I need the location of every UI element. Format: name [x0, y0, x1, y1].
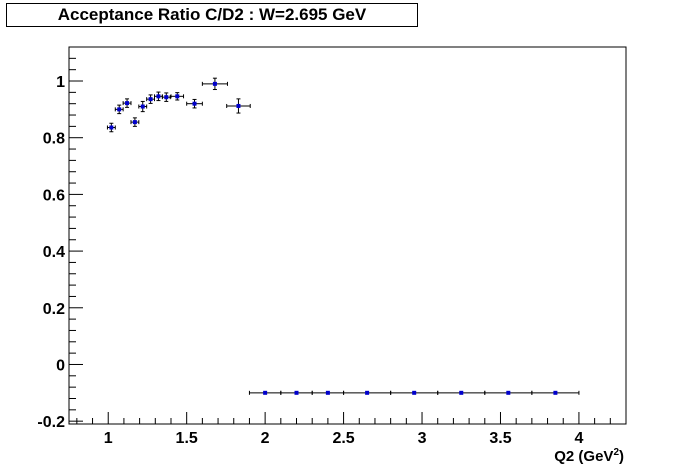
data-marker	[156, 94, 161, 99]
data-marker	[192, 101, 197, 106]
x-tick-label: 2.5	[332, 430, 354, 447]
data-marker	[125, 101, 130, 106]
chart-title: Acceptance Ratio C/D2 : W=2.695 GeV	[57, 5, 367, 24]
data-point	[130, 117, 140, 127]
x-axis-ticks: 1 1.5 2 2.5 3 3.5 4	[76, 412, 611, 447]
y-tick-label: 0.2	[43, 301, 65, 318]
data-point	[343, 390, 392, 395]
data-point	[114, 104, 124, 115]
chart-title-box: Acceptance Ratio C/D2 : W=2.695 GeV	[6, 3, 418, 27]
y-axis-ticks: -0.2 0 0.2 0.4 0.6 0.8 1	[37, 57, 83, 431]
y-tick-label: 1	[56, 74, 65, 91]
x-tick-label: 1	[104, 430, 113, 447]
y-tick-label: 0.6	[43, 187, 65, 204]
data-marker	[175, 94, 180, 99]
data-marker	[109, 125, 114, 130]
data-marker	[325, 390, 330, 395]
x-tick-label: 1.5	[176, 430, 198, 447]
x-tick-label: 3	[418, 430, 427, 447]
data-marker	[212, 81, 217, 86]
x-axis-title: Q2 (GeV2)	[554, 447, 624, 465]
data-point	[437, 390, 486, 395]
data-point	[280, 390, 313, 395]
data-point	[484, 390, 533, 395]
data-marker	[365, 390, 370, 395]
x-tick-label: 4	[574, 430, 583, 447]
data-marker	[294, 390, 299, 395]
data-point	[531, 390, 580, 395]
x-tick-label: 3.5	[489, 430, 511, 447]
y-tick-label: -0.2	[37, 414, 65, 431]
data-point	[390, 390, 439, 395]
data-point	[226, 98, 251, 114]
data-marker	[459, 390, 464, 395]
data-point	[186, 98, 203, 109]
data-point	[201, 77, 228, 91]
x-tick-label: 2	[261, 430, 270, 447]
data-point	[122, 98, 132, 108]
data-point	[248, 390, 282, 395]
plot-frame	[68, 46, 627, 425]
data-point	[170, 92, 185, 101]
data-point	[138, 100, 148, 113]
data-marker	[148, 97, 153, 102]
data-marker	[412, 390, 417, 395]
data-point	[311, 390, 345, 395]
data-marker	[506, 390, 511, 395]
data-marker	[140, 104, 145, 109]
data-point	[154, 91, 163, 102]
data-marker	[263, 390, 268, 395]
y-tick-label: 0	[56, 357, 65, 374]
data-point	[106, 122, 116, 133]
y-tick-label: 0.8	[43, 131, 65, 148]
data-marker	[553, 390, 558, 395]
data-point	[146, 94, 156, 104]
data-marker	[132, 120, 137, 125]
data-marker	[117, 107, 122, 112]
data-point	[161, 92, 171, 102]
data-points	[106, 77, 580, 395]
y-tick-label: 0.4	[43, 244, 65, 261]
data-marker	[236, 103, 241, 108]
data-marker	[164, 95, 169, 100]
